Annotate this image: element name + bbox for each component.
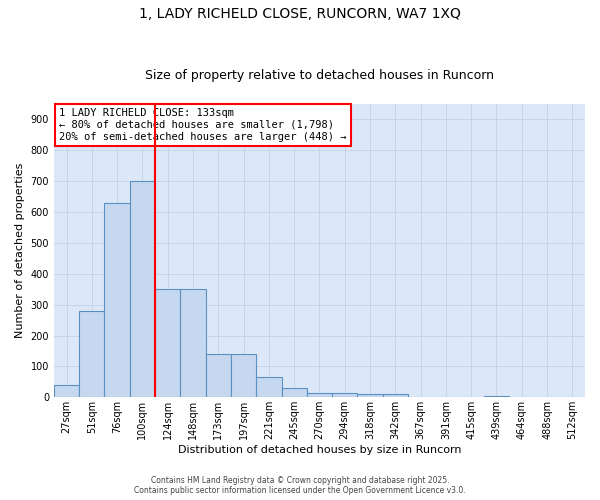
Bar xyxy=(484,396,509,398)
Bar xyxy=(181,289,206,398)
X-axis label: Distribution of detached houses by size in Runcorn: Distribution of detached houses by size … xyxy=(178,445,461,455)
Bar xyxy=(104,203,130,398)
Bar xyxy=(54,385,79,398)
Bar xyxy=(206,354,231,398)
Bar xyxy=(231,354,256,398)
Bar xyxy=(155,289,181,398)
Bar xyxy=(358,394,383,398)
Text: 1, LADY RICHELD CLOSE, RUNCORN, WA7 1XQ: 1, LADY RICHELD CLOSE, RUNCORN, WA7 1XQ xyxy=(139,8,461,22)
Bar xyxy=(256,377,281,398)
Title: Size of property relative to detached houses in Runcorn: Size of property relative to detached ho… xyxy=(145,69,494,82)
Bar xyxy=(130,181,155,398)
Bar xyxy=(383,394,408,398)
Bar xyxy=(79,311,104,398)
Bar xyxy=(307,392,332,398)
Text: Contains HM Land Registry data © Crown copyright and database right 2025.
Contai: Contains HM Land Registry data © Crown c… xyxy=(134,476,466,495)
Y-axis label: Number of detached properties: Number of detached properties xyxy=(15,163,25,338)
Bar xyxy=(281,388,307,398)
Bar xyxy=(332,392,358,398)
Text: 1 LADY RICHELD CLOSE: 133sqm
← 80% of detached houses are smaller (1,798)
20% of: 1 LADY RICHELD CLOSE: 133sqm ← 80% of de… xyxy=(59,108,347,142)
